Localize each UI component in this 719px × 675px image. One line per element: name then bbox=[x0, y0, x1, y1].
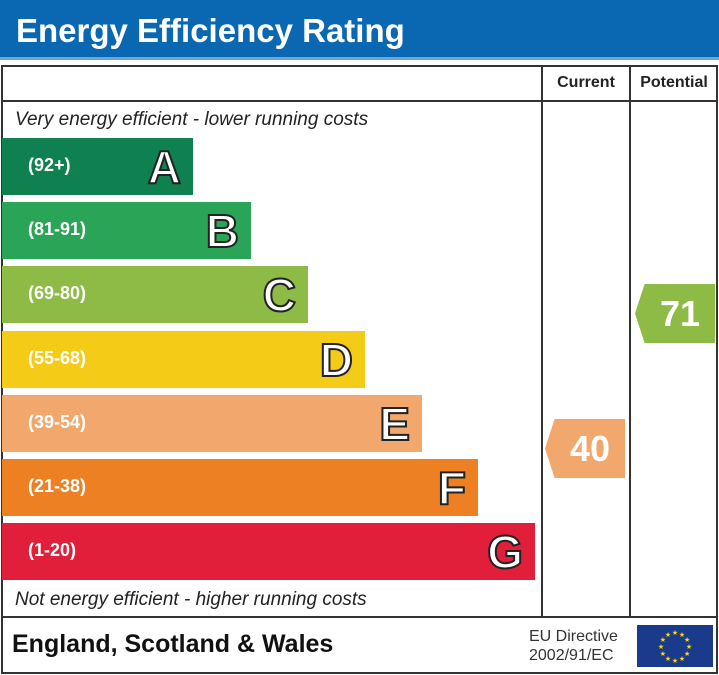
band-range: (55-68) bbox=[28, 348, 87, 368]
star-icon: ★ bbox=[665, 655, 671, 663]
band-D: (55-68) D bbox=[2, 331, 365, 388]
band-range: (81-91) bbox=[28, 219, 87, 239]
current-rating-arrow: 40 bbox=[545, 419, 625, 478]
column-header-potential: Potential bbox=[640, 74, 708, 91]
star-icon: ★ bbox=[679, 631, 685, 639]
directive-line2: 2002/91/EC bbox=[529, 647, 614, 664]
band-F: (21-38) F bbox=[2, 459, 478, 516]
directive-line1: EU Directive bbox=[529, 628, 618, 645]
star-icon: ★ bbox=[672, 629, 678, 637]
band-letter: G bbox=[486, 525, 524, 579]
potential-rating-arrow: 71 bbox=[635, 284, 715, 343]
star-icon: ★ bbox=[665, 631, 671, 639]
divider bbox=[1, 100, 718, 102]
star-icon: ★ bbox=[658, 643, 664, 651]
column-header-current: Current bbox=[557, 74, 615, 91]
band-E: (39-54) E bbox=[2, 395, 422, 452]
star-icon: ★ bbox=[672, 657, 678, 665]
star-icon: ★ bbox=[684, 650, 690, 658]
star-icon: ★ bbox=[684, 636, 690, 644]
band-range: (92+) bbox=[28, 155, 71, 175]
divider bbox=[541, 65, 543, 618]
band-range: (21-38) bbox=[28, 476, 87, 496]
band-letter: D bbox=[319, 333, 354, 387]
band-range: (69-80) bbox=[28, 283, 87, 303]
eu-directive: EU Directive 2002/91/EC bbox=[529, 627, 618, 665]
region-label: England, Scotland & Wales bbox=[12, 630, 334, 658]
band-B: (81-91) B bbox=[2, 202, 251, 259]
band-A: (92+) A bbox=[2, 138, 193, 195]
star-icon: ★ bbox=[660, 650, 666, 658]
eu-flag-icon: ★★★★★★★★★ ★ ★★ bbox=[637, 625, 713, 667]
band-letter: E bbox=[378, 397, 411, 451]
note-top: Very energy efficient - lower running co… bbox=[15, 109, 369, 130]
star-icon: ★ bbox=[660, 636, 666, 644]
band-C: (69-80) C bbox=[2, 266, 308, 323]
band-G: (1-20) G bbox=[2, 523, 535, 580]
divider bbox=[629, 65, 631, 618]
band-letter: F bbox=[437, 461, 467, 515]
band-letter: C bbox=[262, 268, 297, 322]
note-bottom: Not energy efficient - higher running co… bbox=[15, 589, 367, 610]
star-icon: ★ bbox=[679, 655, 685, 663]
divider bbox=[1, 616, 718, 618]
band-letter: B bbox=[205, 204, 240, 258]
band-range: (39-54) bbox=[28, 412, 87, 432]
chart-title: Energy Efficiency Rating bbox=[0, 0, 719, 60]
band-range: (1-20) bbox=[28, 540, 77, 560]
star-icon: ★ bbox=[686, 643, 692, 651]
band-letter: A bbox=[147, 140, 182, 194]
